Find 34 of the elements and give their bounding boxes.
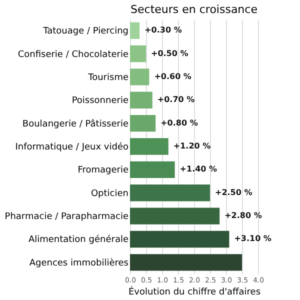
data-label: +0.80 % (160, 118, 198, 128)
bar (130, 92, 152, 108)
data-label: +1.40 % (180, 164, 218, 174)
y-tick-label: Informatique / Jeux vidéo (15, 142, 129, 152)
y-tick-label: Pharmacie / Parapharmacie (4, 212, 129, 222)
data-label: +0.60 % (154, 72, 192, 81)
bar (130, 208, 220, 224)
data-label: +0.50 % (151, 48, 188, 58)
data-label: +1.20 % (173, 142, 211, 150)
y-tick-label: Confiserie / Chocolaterie (18, 50, 129, 60)
data-label: +2.80 % (224, 211, 262, 220)
bar (130, 138, 168, 155)
bar (130, 68, 150, 86)
y-tick-label: Boulangerie / Pâtisserie (22, 118, 129, 130)
y-tick-label: Poissonnerie (72, 96, 129, 106)
y-tick-label: Agences immobilières (29, 257, 129, 268)
bar (130, 161, 175, 178)
bar (130, 230, 230, 248)
y-tick-label: Fromagerie (78, 166, 129, 176)
y-tick-label: Opticien (90, 188, 128, 199)
bar (130, 45, 146, 62)
x-axis-title: Évolution du chiffre d'affaires (128, 286, 261, 298)
bar (130, 114, 156, 132)
data-label: +0.70 % (157, 95, 195, 104)
data-label: +0.30 % (144, 26, 182, 35)
bar (130, 184, 210, 202)
data-label: +2.50 % (215, 188, 252, 197)
chart-title: Secteurs en croissance (130, 3, 258, 16)
bar (130, 254, 242, 271)
y-tick-label: Tourisme (87, 72, 129, 83)
bar (130, 22, 140, 39)
y-tick-label: Tatouage / Piercing (42, 26, 128, 37)
y-tick-label: Alimentation générale (28, 234, 129, 246)
data-label: +3.10 % (234, 234, 272, 244)
